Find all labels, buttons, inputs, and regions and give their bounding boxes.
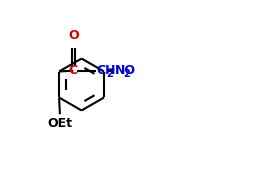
Text: NO: NO [114, 64, 135, 77]
Text: 2: 2 [106, 69, 113, 79]
Text: OEt: OEt [47, 117, 72, 130]
Text: O: O [68, 29, 79, 42]
Text: C: C [69, 64, 78, 77]
Text: 2: 2 [124, 69, 130, 79]
Text: CH: CH [97, 64, 116, 77]
